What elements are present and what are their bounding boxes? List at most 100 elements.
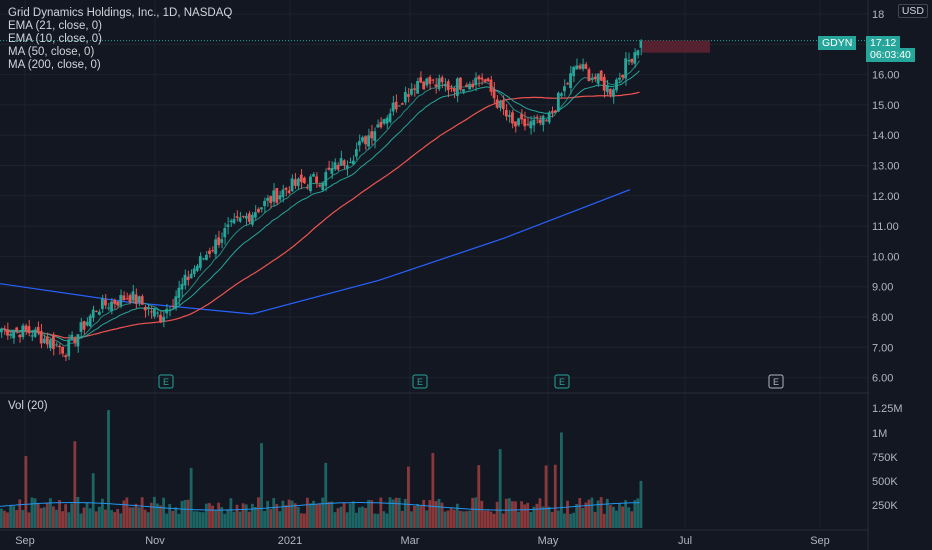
volume-bar xyxy=(0,508,3,528)
volume-bar xyxy=(593,511,597,528)
candle-body xyxy=(492,89,496,99)
candle-body xyxy=(223,228,227,238)
candle-body xyxy=(413,88,416,90)
projection-box xyxy=(642,40,710,53)
candle-body xyxy=(293,179,297,186)
volume-bar xyxy=(486,510,490,528)
volume-bar xyxy=(91,473,95,528)
volume-bar xyxy=(471,497,475,528)
volume-bar xyxy=(131,507,135,528)
price-tick-label: 14.00 xyxy=(872,130,900,142)
volume-bar xyxy=(302,513,306,528)
volume-bar xyxy=(52,506,55,528)
candle-body xyxy=(159,314,162,323)
candle-body xyxy=(391,102,395,112)
candle-body xyxy=(621,75,624,78)
volume-tick-label: 750K xyxy=(872,452,898,464)
candle-body xyxy=(253,212,257,218)
candle-body xyxy=(33,329,37,337)
candle-body xyxy=(437,78,441,90)
volume-bar xyxy=(468,510,471,528)
candle-body xyxy=(128,295,132,303)
candle-body xyxy=(507,115,511,117)
volume-bar xyxy=(100,498,104,528)
volume-bar xyxy=(507,498,511,528)
candle-body xyxy=(177,287,181,299)
candle-body xyxy=(379,122,383,128)
volume-bar xyxy=(290,500,294,528)
candle-body xyxy=(394,101,398,110)
candle-body xyxy=(186,276,190,280)
candle-body xyxy=(27,326,31,334)
volume-bar xyxy=(599,497,603,528)
price-tick-label: 11.00 xyxy=(872,221,899,233)
volume-bar xyxy=(97,506,101,528)
candle-body xyxy=(581,64,585,70)
candle-body xyxy=(618,77,621,80)
volume-bar xyxy=(501,513,505,528)
volume-bar xyxy=(119,513,123,528)
earnings-marker-label: E xyxy=(773,377,779,387)
candle-body xyxy=(489,79,493,92)
volume-bar xyxy=(382,511,386,528)
volume-bar xyxy=(229,498,233,528)
volume-bar xyxy=(452,509,456,528)
candle-body xyxy=(318,185,322,187)
candle-body xyxy=(327,167,331,170)
volume-bar xyxy=(189,467,193,528)
candle-body xyxy=(229,220,233,222)
candle-body xyxy=(471,83,475,88)
candle-body xyxy=(569,73,572,88)
volume-bar xyxy=(315,504,318,528)
candle-body xyxy=(18,334,22,338)
candle-body xyxy=(91,309,95,318)
candle-body xyxy=(462,89,465,92)
volume-bar xyxy=(306,497,309,528)
candle-body xyxy=(596,73,600,84)
volume-bar xyxy=(575,503,579,528)
volume-bar xyxy=(76,496,80,528)
volume-bar xyxy=(569,513,572,528)
candle-body xyxy=(100,298,104,309)
candle-body xyxy=(140,296,144,305)
volume-bar xyxy=(553,464,557,528)
volume-bar xyxy=(541,506,545,528)
currency-label[interactable]: USD xyxy=(897,4,928,18)
candle-body xyxy=(504,109,508,117)
time-tick-label: Sep xyxy=(15,535,35,547)
volume-bar xyxy=(358,507,361,528)
candle-body xyxy=(208,250,211,254)
candle-body xyxy=(149,311,153,313)
candle-body xyxy=(397,105,401,107)
candle-body xyxy=(61,346,64,354)
volume-bar xyxy=(547,506,551,528)
candle-body xyxy=(21,325,25,337)
volume-bar xyxy=(480,500,484,528)
candle-body xyxy=(446,81,450,91)
volume-tick-label: 250K xyxy=(872,500,898,512)
volume-bar xyxy=(195,511,199,528)
volume-bar xyxy=(309,503,312,528)
volume-legend: Vol (20) xyxy=(8,400,48,412)
volume-bar xyxy=(241,503,245,528)
candle-body xyxy=(373,131,377,141)
volume-bar xyxy=(137,507,141,528)
earnings-marker xyxy=(158,374,174,389)
candle-body xyxy=(431,79,435,81)
volume-bar xyxy=(146,512,150,528)
volume-bar xyxy=(483,510,487,528)
candle-body xyxy=(440,77,444,83)
volume-bar xyxy=(388,497,392,528)
volume-bar xyxy=(45,503,49,528)
chart-legend: Grid Dynamics Holdings, Inc., 1D, NASDAQ… xyxy=(8,7,232,72)
volume-bar xyxy=(128,507,132,528)
volume-bar xyxy=(113,512,117,528)
volume-bar xyxy=(82,507,86,528)
volume-bar xyxy=(406,466,410,528)
volume-bar xyxy=(440,502,444,528)
price-tick-label: 10.00 xyxy=(872,251,900,263)
candle-body xyxy=(189,273,193,279)
candle-body xyxy=(459,77,462,90)
volume-bar xyxy=(437,498,441,528)
